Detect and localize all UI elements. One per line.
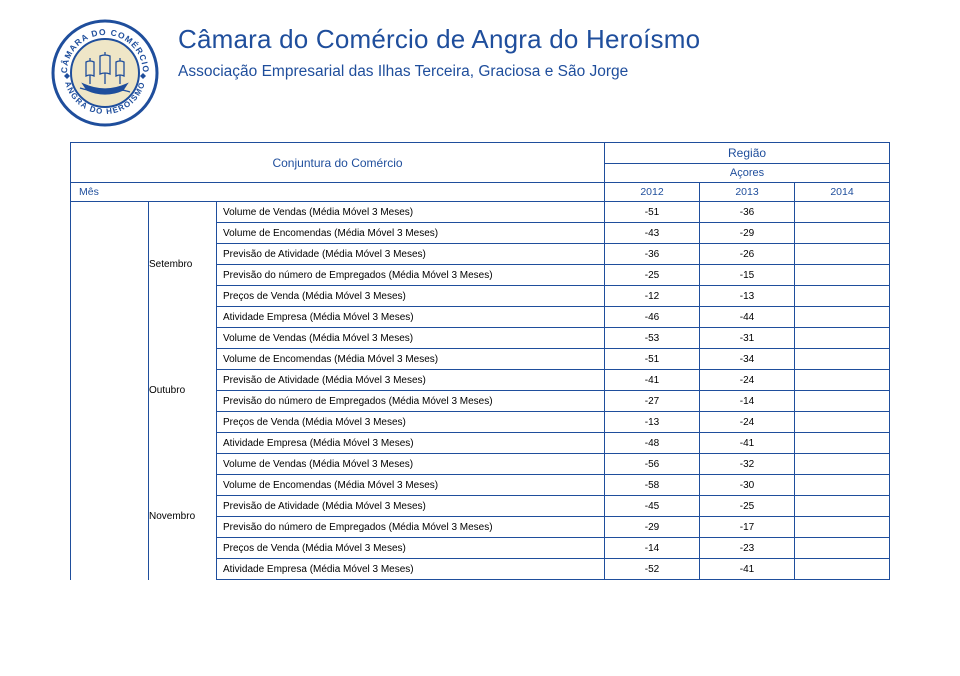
value-cell (795, 286, 890, 307)
value-cell (795, 244, 890, 265)
value-cell (795, 391, 890, 412)
value-cell: -53 (605, 328, 700, 349)
indicator-label: Previsão de Atividade (Média Móvel 3 Mes… (217, 370, 605, 391)
value-cell (795, 328, 890, 349)
value-cell: -51 (605, 349, 700, 370)
value-cell: -51 (605, 202, 700, 223)
value-cell: -32 (700, 454, 795, 475)
value-cell (795, 454, 890, 475)
value-cell: -56 (605, 454, 700, 475)
value-cell: -41 (700, 559, 795, 580)
value-cell: -36 (605, 244, 700, 265)
value-cell (795, 517, 890, 538)
indicator-label: Volume de Encomendas (Média Móvel 3 Mese… (217, 223, 605, 244)
value-cell: -34 (700, 349, 795, 370)
value-cell: -58 (605, 475, 700, 496)
indicator-label: Volume de Vendas (Média Móvel 3 Meses) (217, 202, 605, 223)
region-label: Região (605, 143, 890, 164)
indicator-label: Preços de Venda (Média Móvel 3 Meses) (217, 412, 605, 433)
table-row: OutubroVolume de Vendas (Média Móvel 3 M… (71, 328, 890, 349)
indicator-label: Previsão do número de Empregados (Média … (217, 265, 605, 286)
value-cell: -14 (700, 391, 795, 412)
value-cell: -44 (700, 307, 795, 328)
report-title-cell: Conjuntura do Comércio (71, 143, 605, 183)
org-logo: CÂMARA DO COMÉRCIO ANGRA DO HEROÍSMO (50, 18, 160, 128)
month-label: Setembro (149, 202, 217, 328)
indicator-label: Previsão de Atividade (Média Móvel 3 Mes… (217, 496, 605, 517)
indicator-label: Previsão do número de Empregados (Média … (217, 517, 605, 538)
indicator-label: Volume de Encomendas (Média Móvel 3 Mese… (217, 475, 605, 496)
indicator-label: Preços de Venda (Média Móvel 3 Meses) (217, 538, 605, 559)
year-2012: 2012 (605, 183, 700, 202)
month-label: Novembro (149, 454, 217, 580)
value-cell: -43 (605, 223, 700, 244)
page-header: CÂMARA DO COMÉRCIO ANGRA DO HEROÍSMO (0, 0, 960, 138)
value-cell (795, 559, 890, 580)
year-2014: 2014 (795, 183, 890, 202)
org-title: Câmara do Comércio de Angra do Heroísmo (178, 24, 700, 55)
value-cell (795, 412, 890, 433)
value-cell: -17 (700, 517, 795, 538)
value-cell: -41 (605, 370, 700, 391)
indicator-label: Previsão de Atividade (Média Móvel 3 Mes… (217, 244, 605, 265)
value-cell: -52 (605, 559, 700, 580)
table-row: SetembroVolume de Vendas (Média Móvel 3 … (71, 202, 890, 223)
value-cell (795, 370, 890, 391)
value-cell: -24 (700, 370, 795, 391)
region-name: Açores (605, 164, 890, 183)
value-cell: -31 (700, 328, 795, 349)
value-cell: -46 (605, 307, 700, 328)
value-cell: -36 (700, 202, 795, 223)
value-cell: -41 (700, 433, 795, 454)
value-cell: -27 (605, 391, 700, 412)
org-subtitle: Associação Empresarial das Ilhas Terceir… (178, 63, 700, 81)
value-cell: -15 (700, 265, 795, 286)
value-cell: -13 (700, 286, 795, 307)
year-2013: 2013 (700, 183, 795, 202)
indicator-label: Atividade Empresa (Média Móvel 3 Meses) (217, 559, 605, 580)
value-cell: -29 (605, 517, 700, 538)
value-cell (795, 475, 890, 496)
value-cell (795, 202, 890, 223)
indicator-label: Volume de Vendas (Média Móvel 3 Meses) (217, 454, 605, 475)
month-label: Outubro (149, 328, 217, 454)
indicator-label: Preços de Venda (Média Móvel 3 Meses) (217, 286, 605, 307)
table-row: NovembroVolume de Vendas (Média Móvel 3 … (71, 454, 890, 475)
value-cell (795, 265, 890, 286)
value-cell: -29 (700, 223, 795, 244)
value-cell (795, 496, 890, 517)
indicator-label: Atividade Empresa (Média Móvel 3 Meses) (217, 433, 605, 454)
value-cell: -24 (700, 412, 795, 433)
title-block: Câmara do Comércio de Angra do Heroísmo … (178, 18, 700, 81)
value-cell (795, 349, 890, 370)
indicator-label: Volume de Vendas (Média Móvel 3 Meses) (217, 328, 605, 349)
value-cell (795, 538, 890, 559)
value-cell: -30 (700, 475, 795, 496)
value-cell (795, 307, 890, 328)
conjuntura-table: Conjuntura do Comércio Região Açores Mês… (70, 142, 890, 580)
value-cell: -48 (605, 433, 700, 454)
value-cell: -25 (700, 496, 795, 517)
indicator-label: Atividade Empresa (Média Móvel 3 Meses) (217, 307, 605, 328)
value-cell: -23 (700, 538, 795, 559)
mes-header: Mês (71, 183, 605, 202)
mes-column (71, 202, 149, 580)
value-cell (795, 223, 890, 244)
value-cell: -25 (605, 265, 700, 286)
value-cell: -12 (605, 286, 700, 307)
data-table-wrap: Conjuntura do Comércio Região Açores Mês… (0, 138, 960, 580)
value-cell (795, 433, 890, 454)
indicator-label: Previsão do número de Empregados (Média … (217, 391, 605, 412)
indicator-label: Volume de Encomendas (Média Móvel 3 Mese… (217, 349, 605, 370)
value-cell: -14 (605, 538, 700, 559)
value-cell: -13 (605, 412, 700, 433)
value-cell: -26 (700, 244, 795, 265)
value-cell: -45 (605, 496, 700, 517)
